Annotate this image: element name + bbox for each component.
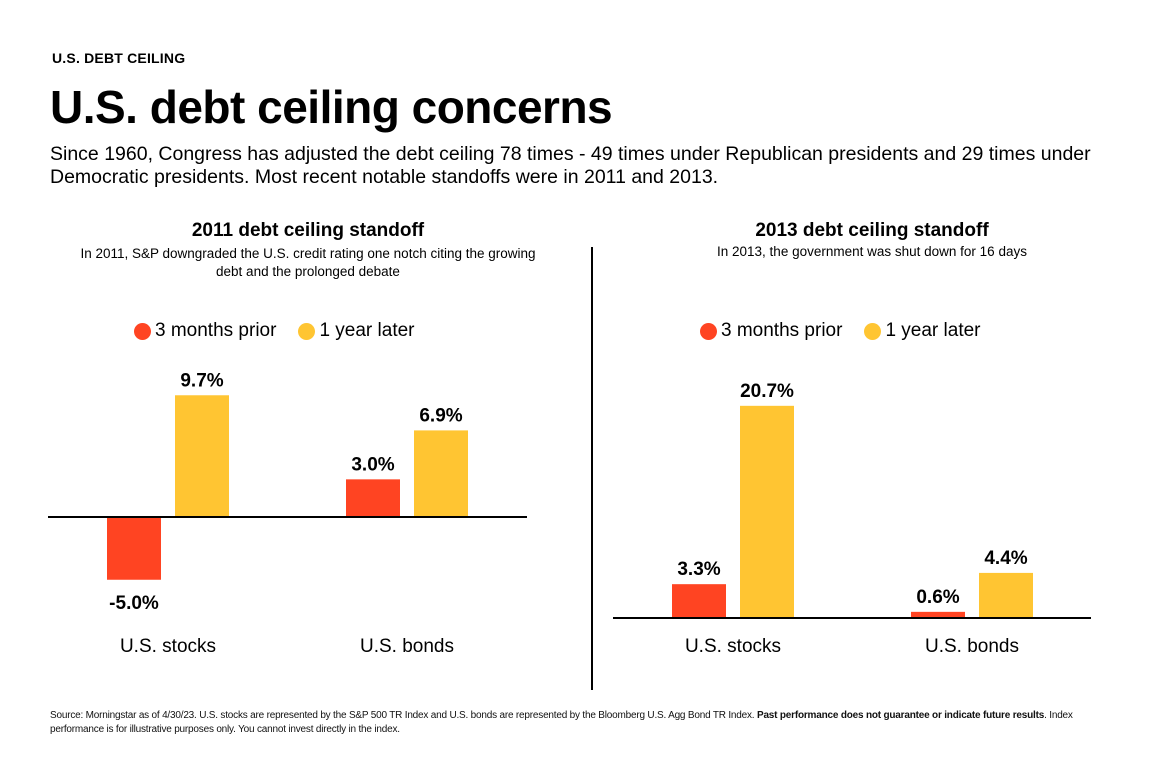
chart-2013-legend: 3 months prior 1 year later (700, 320, 981, 342)
chart-2011-legend: 3 months prior 1 year later (134, 320, 415, 342)
legend-swatch-yellow (864, 322, 882, 340)
bar-3-months-prior (346, 479, 400, 517)
data-label: 9.7% (180, 370, 223, 391)
bar-1-year-later (740, 405, 794, 618)
legend-label: 1 year later (885, 320, 981, 341)
legend-item-3-months-prior: 3 months prior (134, 320, 276, 342)
bar-1-year-later (175, 395, 229, 517)
legend-swatch-yellow (298, 322, 316, 340)
legend-label: 1 year later (319, 320, 415, 341)
bar-3-months-prior (107, 517, 161, 580)
legend-item-1-year-later: 1 year later (864, 320, 981, 342)
footnote-disclaimer: Past performance does not guarantee or i… (756, 710, 1045, 721)
data-label: 4.4% (984, 548, 1027, 569)
data-label: 3.3% (677, 559, 720, 580)
chart-2013-title: 2013 debt ceiling standoff (755, 220, 989, 241)
footnote-note: . Index performance is for illustrative … (50, 710, 1073, 735)
category-label: U.S. stocks (685, 636, 781, 657)
page-title: U.S. debt ceiling concerns (50, 81, 613, 133)
legend-item-3-months-prior: 3 months prior (700, 320, 842, 342)
source-footnote: Source: Morningstar as of 4/30/23. U.S. … (50, 709, 1110, 737)
bar-3-months-prior (672, 584, 726, 618)
bar-3-months-prior (911, 611, 965, 618)
page-subtitle: Since 1960, Congress has adjusted the de… (50, 143, 1091, 188)
legend-label: 3 months prior (155, 320, 277, 341)
data-label: -5.0% (109, 593, 159, 614)
data-label: 6.9% (419, 405, 462, 426)
legend-label: 3 months prior (721, 320, 843, 341)
footnote-source: Source: Morningstar as of 4/30/23. U.S. … (50, 710, 757, 721)
data-label: 20.7% (740, 381, 794, 402)
chart-2013-subtitle: In 2013, the government was shut down fo… (717, 244, 1027, 259)
bar-1-year-later (414, 430, 468, 517)
eyebrow-label: U.S. DEBT CEILING (52, 50, 186, 66)
data-label: 0.6% (916, 587, 959, 608)
chart-2011-subtitle: In 2011, S&P downgraded the U.S. credit … (80, 246, 536, 279)
chart-2011-title: 2011 debt ceiling standoff (191, 220, 425, 241)
data-label: 3.0% (351, 454, 394, 475)
category-label: U.S. bonds (360, 636, 454, 657)
bar-1-year-later (979, 572, 1033, 618)
category-label: U.S. bonds (925, 636, 1019, 657)
legend-swatch-red (700, 322, 717, 340)
category-label: U.S. stocks (120, 636, 216, 657)
panel-divider (591, 247, 593, 690)
legend-swatch-red (134, 322, 151, 340)
legend-item-1-year-later: 1 year later (298, 320, 415, 342)
